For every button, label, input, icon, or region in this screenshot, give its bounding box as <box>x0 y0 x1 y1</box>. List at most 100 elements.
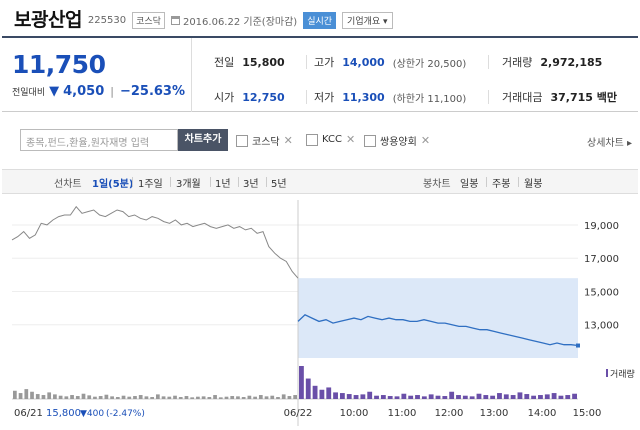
tab-3month[interactable]: 3개월 <box>176 179 201 190</box>
volume-bar-today <box>510 395 516 399</box>
today-series <box>297 314 579 347</box>
volume-bar-today <box>339 393 345 399</box>
prev-date-label: 06/21 <box>14 408 43 419</box>
x-tick-label: 14:00 <box>528 408 557 419</box>
compare-item-kosdaq[interactable]: 코스닥 ✕ <box>236 133 293 148</box>
candle-chart-label: 봉차트 <box>423 179 451 190</box>
volume-bar-today <box>490 395 496 399</box>
volume-bar-prev <box>156 394 160 399</box>
volume-bar-prev <box>64 396 69 399</box>
last-price-marker <box>576 343 580 348</box>
company-overview-button[interactable]: 기업개요 ▾ <box>342 11 393 29</box>
volume-bar-prev <box>70 395 74 399</box>
volume-bar-prev <box>35 394 40 399</box>
volume: 거래량 2,972,185 <box>502 55 603 70</box>
volume-legend-swatch <box>606 369 608 377</box>
tab-1week[interactable]: 1주일 <box>138 179 163 190</box>
x-tick-label: 11:00 <box>388 408 417 419</box>
y-tick-label: 13,000 <box>584 321 619 332</box>
volume-bar-prev <box>230 396 235 399</box>
volume-bar-prev <box>213 395 217 399</box>
compare-bar: 종목,펀드,환율,원자재명 입력 차트추가 코스닥 ✕ KCC ✕ 쌍용양회 ✕… <box>2 112 638 170</box>
volume-bar-today <box>353 395 359 399</box>
volume-bar-prev <box>224 396 229 399</box>
volume-bar-today <box>517 392 523 399</box>
compare-item-ssangyong[interactable]: 쌍용양회 ✕ <box>364 133 430 148</box>
tab-1day[interactable]: 1일(5분) <box>92 179 134 190</box>
volume-bar-prev <box>47 392 52 399</box>
close-icon[interactable]: ✕ <box>283 134 293 147</box>
today-range-band <box>298 278 578 358</box>
price-chart-svg: 19,000 17,000 15,000 13,000 거래량 06/22 10:00 11:… <box>11 200 635 426</box>
detail-chart-link[interactable]: 상세차트 ▸ <box>587 138 632 149</box>
tab-1year[interactable]: 1년 <box>215 179 231 190</box>
tab-3year[interactable]: 3년 <box>243 179 259 190</box>
volume-bar-today <box>449 391 455 399</box>
volume-bar-prev <box>58 395 63 399</box>
prev-close-label: 15,800 <box>46 408 81 419</box>
y-tick-label: 19,000 <box>584 221 619 232</box>
volume-bar-prev <box>218 397 223 399</box>
volume-bar-prev <box>13 390 17 399</box>
volume-bar-prev <box>133 396 137 399</box>
add-chart-button[interactable]: 차트추가 <box>178 129 228 151</box>
volume-bar-today <box>319 389 325 399</box>
current-price-panel: 11,750 전일대비 ▼ 4,050 | −25.63% <box>2 38 192 112</box>
tab-daily[interactable]: 일봉 <box>460 179 479 190</box>
y-tick-label: 15,000 <box>584 287 619 298</box>
volume-bar-prev <box>161 396 166 399</box>
volume-bar-today <box>394 396 400 399</box>
realtime-button[interactable]: 실시간 <box>303 11 337 29</box>
volume-bar-prev <box>207 397 212 399</box>
x-tick-label: 15:00 <box>573 408 602 419</box>
down-arrow-icon: ▼ <box>49 84 60 99</box>
y-tick-label: 17,000 <box>584 254 619 265</box>
volume-bar-today <box>367 391 373 399</box>
volume-bar-prev <box>293 395 297 399</box>
compare-item-kcc[interactable]: KCC ✕ <box>306 133 355 146</box>
tab-monthly[interactable]: 월봉 <box>524 179 543 190</box>
volume-bar-today <box>558 395 564 399</box>
volume-bar-today <box>435 395 441 399</box>
x-tick-label: 06/22 <box>284 408 313 419</box>
prev-change-label: ▼400 <box>80 409 104 419</box>
volume-bar-today <box>565 395 571 399</box>
checkbox[interactable] <box>306 133 318 146</box>
volume-bar-today <box>462 395 468 399</box>
volume-bar-prev <box>30 391 34 399</box>
checkbox[interactable] <box>364 134 376 147</box>
volume-bar-today <box>387 396 393 399</box>
volume-bar-today <box>401 393 407 399</box>
tab-5year[interactable]: 5년 <box>271 179 287 190</box>
change-value: 4,050 <box>63 84 105 99</box>
volume-bar-prev <box>24 389 29 399</box>
checkbox[interactable] <box>236 134 248 147</box>
volume-bar-today <box>524 394 530 399</box>
volume-bar-today <box>497 393 502 399</box>
volume-bar-today <box>346 394 352 399</box>
compare-search-input[interactable]: 종목,펀드,환율,원자재명 입력 <box>20 129 178 151</box>
base-date-text: 2016.06.22 기준(장마감) <box>182 16 298 28</box>
volume-bar-prev <box>196 396 200 399</box>
volume-bar-prev <box>201 396 206 399</box>
volume-bar-prev <box>264 396 269 399</box>
volume-bar-today <box>456 395 461 399</box>
close-icon[interactable]: ✕ <box>345 133 356 146</box>
volume-bar-prev <box>81 393 86 399</box>
tab-weekly[interactable]: 주봉 <box>492 179 511 190</box>
x-tick-label: 13:00 <box>480 408 509 419</box>
volume-bar-prev <box>178 397 183 399</box>
volume-bar-today <box>469 396 475 399</box>
prev-day-series <box>11 205 299 279</box>
volume-bar-today <box>374 395 379 399</box>
volume-bar-today <box>380 395 386 399</box>
close-icon[interactable]: ✕ <box>420 134 431 147</box>
volume-bar-prev <box>270 395 275 399</box>
volume-bar-today <box>421 396 427 399</box>
volume-bar-prev <box>184 396 189 399</box>
period-tabs: 선차트 1일(5분) 1주일 3개월 1년 3년 5년 봉차트 일봉 주봉 월봉 <box>2 170 638 194</box>
volume-bar-prev <box>18 393 23 399</box>
volume-bar-prev <box>53 394 57 399</box>
volume-bar-prev <box>121 395 126 399</box>
quote-panel: 11,750 전일대비 ▼ 4,050 | −25.63% 전일 15,800 … <box>2 36 638 112</box>
